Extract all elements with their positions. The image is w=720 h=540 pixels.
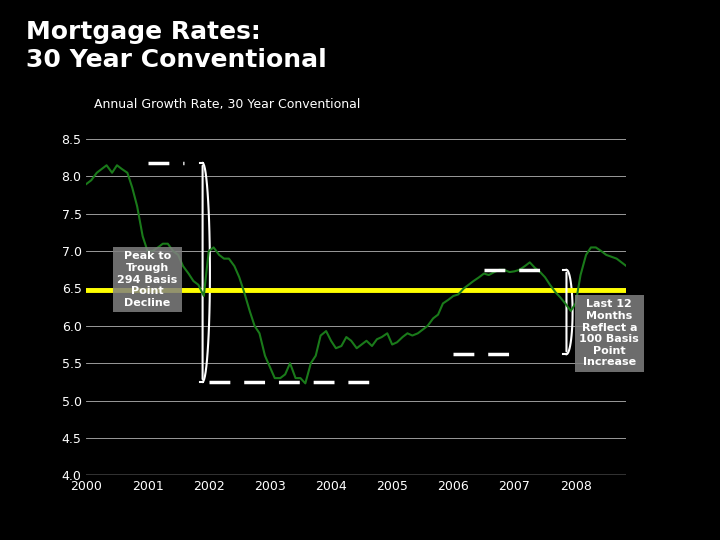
Text: Annual Growth Rate, 30 Year Conventional: Annual Growth Rate, 30 Year Conventional: [94, 98, 360, 111]
Text: Last 12
Months
Reflect a
100 Basis
Point
Increase: Last 12 Months Reflect a 100 Basis Point…: [580, 299, 639, 367]
Text: Peak to
Trough
294 Basis
Point
Decline: Peak to Trough 294 Basis Point Decline: [117, 251, 178, 308]
Text: Mortgage Rates:
30 Year Conventional: Mortgage Rates: 30 Year Conventional: [27, 21, 328, 72]
